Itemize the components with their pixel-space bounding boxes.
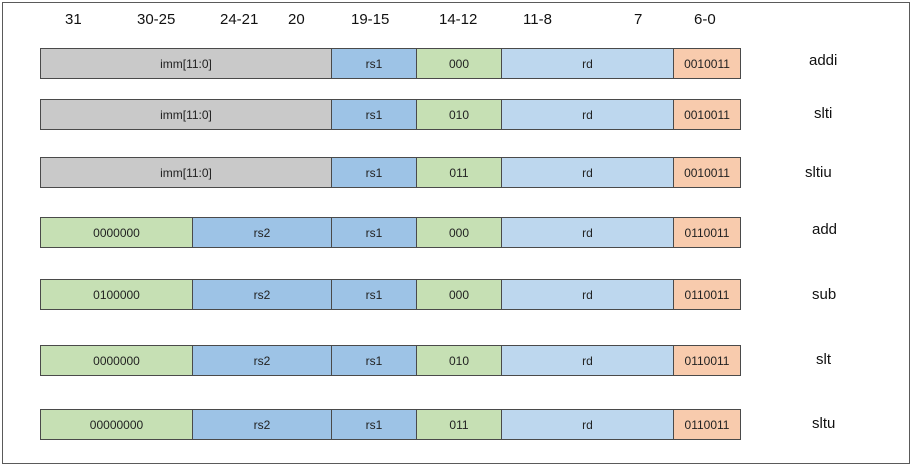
- rs1-field: rs1: [331, 409, 417, 440]
- rs2-field: rs2: [192, 217, 332, 248]
- rs2-field: rs2: [192, 409, 332, 440]
- bit-range-7: 7: [634, 11, 643, 28]
- funct7-field: 00000000: [40, 409, 193, 440]
- opcode-field: 0010011: [673, 48, 741, 79]
- rd-field: rd: [501, 48, 674, 79]
- mnemonic-slt: slt: [816, 351, 831, 368]
- rd-field: rd: [501, 217, 674, 248]
- bit-range-19-15: 19-15: [351, 11, 390, 28]
- rd-field: rd: [501, 409, 674, 440]
- mnemonic-sub: sub: [812, 286, 837, 303]
- rs1-field: rs1: [331, 345, 417, 376]
- mnemonic-add: add: [812, 221, 838, 238]
- rd-field: rd: [501, 99, 674, 130]
- bit-range-14-12: 14-12: [439, 11, 478, 28]
- opcode-field: 0110011: [673, 409, 741, 440]
- rd-field: rd: [501, 157, 674, 188]
- opcode-field: 0110011: [673, 217, 741, 248]
- funct7-field: 0000000: [40, 345, 193, 376]
- bit-range-11-8: 11-8: [523, 11, 552, 28]
- mnemonic-addi: addi: [809, 52, 838, 69]
- funct7-field: 0000000: [40, 217, 193, 248]
- funct3-field: 000: [416, 217, 502, 248]
- bit-range-20: 20: [288, 11, 305, 28]
- rs2-field: rs2: [192, 345, 332, 376]
- rs1-field: rs1: [331, 279, 417, 310]
- funct3-field: 010: [416, 99, 502, 130]
- opcode-field: 0110011: [673, 279, 741, 310]
- imm-field: imm[11:0]: [40, 157, 332, 188]
- funct3-field: 010: [416, 345, 502, 376]
- imm-field: imm[11:0]: [40, 48, 332, 79]
- funct3-field: 011: [416, 409, 502, 440]
- opcode-field: 0010011: [673, 157, 741, 188]
- funct7-field: 0100000: [40, 279, 193, 310]
- rs1-field: rs1: [331, 99, 417, 130]
- opcode-field: 0110011: [673, 345, 741, 376]
- imm-field: imm[11:0]: [40, 99, 332, 130]
- bit-range-24-21: 24-21: [220, 11, 259, 28]
- rs2-field: rs2: [192, 279, 332, 310]
- diagram-frame: 31 30-25 24-21 20 19-15 14-12 11-8 7 6-0…: [2, 2, 910, 464]
- rs1-field: rs1: [331, 217, 417, 248]
- mnemonic-slti: slti: [814, 105, 833, 122]
- bit-range-6-0: 6-0: [694, 11, 716, 28]
- funct3-field: 011: [416, 157, 502, 188]
- mnemonic-sltu: sltu: [812, 415, 836, 432]
- bit-range-30-25: 30-25: [137, 11, 176, 28]
- rs1-field: rs1: [331, 48, 417, 79]
- mnemonic-sltiu: sltiu: [805, 164, 832, 181]
- rs1-field: rs1: [331, 157, 417, 188]
- funct3-field: 000: [416, 48, 502, 79]
- funct3-field: 000: [416, 279, 502, 310]
- bit-range-31: 31: [65, 11, 82, 28]
- rd-field: rd: [501, 279, 674, 310]
- opcode-field: 0010011: [673, 99, 741, 130]
- rd-field: rd: [501, 345, 674, 376]
